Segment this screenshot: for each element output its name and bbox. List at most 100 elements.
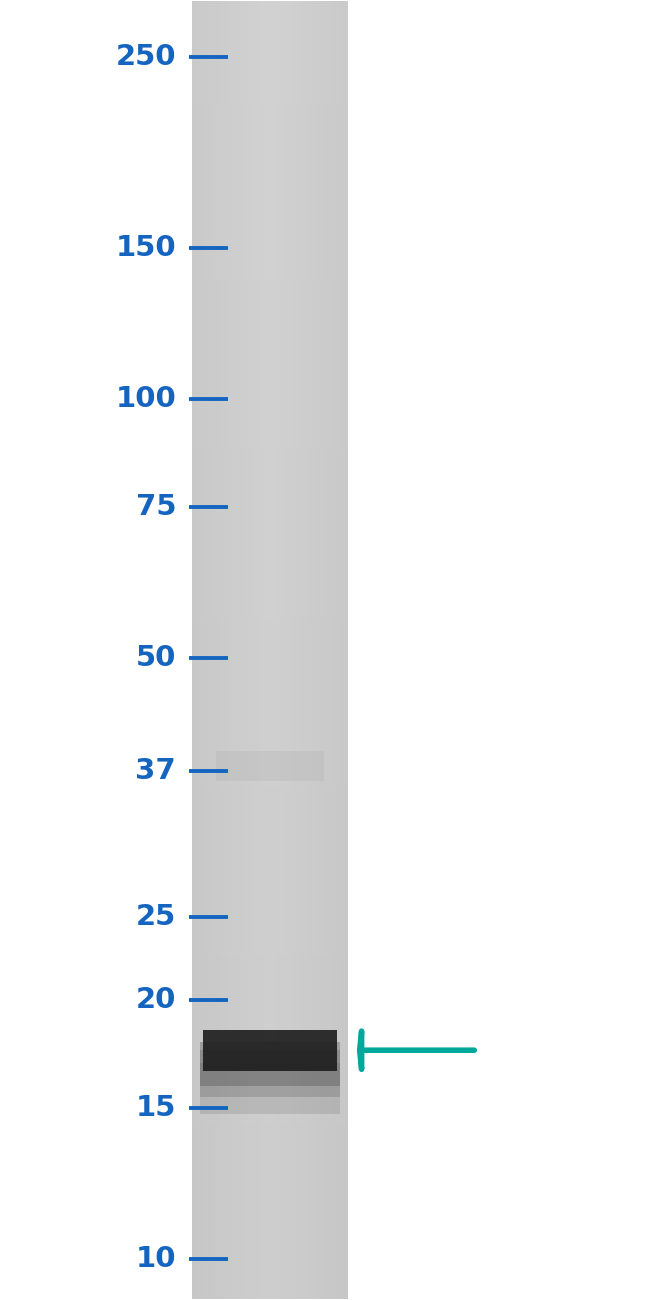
Bar — [192, 287, 348, 294]
Bar — [270, 1, 272, 1299]
Bar — [192, 793, 348, 800]
Bar — [192, 1071, 348, 1078]
Bar — [192, 708, 348, 715]
Bar — [334, 1, 336, 1299]
Bar — [192, 1273, 348, 1279]
Bar — [192, 1266, 348, 1273]
Bar — [192, 845, 348, 852]
Bar — [192, 157, 348, 164]
Bar — [192, 832, 348, 838]
Bar — [192, 533, 348, 540]
Bar — [192, 416, 348, 422]
Bar — [192, 1032, 348, 1039]
Bar — [192, 774, 348, 780]
Text: 15: 15 — [136, 1093, 176, 1122]
Bar — [192, 546, 348, 552]
Bar — [192, 190, 348, 196]
Bar — [192, 1, 194, 1299]
Bar — [192, 313, 348, 320]
Bar — [192, 650, 348, 656]
Bar — [192, 177, 348, 183]
Bar — [291, 1, 293, 1299]
Bar — [216, 751, 324, 781]
Bar — [192, 663, 348, 670]
Bar — [192, 326, 348, 333]
Bar — [192, 358, 348, 364]
Text: 50: 50 — [136, 644, 176, 672]
Bar — [192, 261, 348, 268]
Bar — [249, 1, 250, 1299]
Bar — [340, 1, 342, 1299]
Bar — [192, 40, 348, 47]
Bar — [192, 370, 348, 377]
Bar — [309, 1, 311, 1299]
Bar — [192, 1149, 348, 1156]
Bar — [192, 488, 348, 494]
Bar — [192, 209, 348, 216]
Bar — [192, 339, 348, 346]
Bar — [192, 1123, 348, 1130]
Bar — [192, 1286, 348, 1292]
Bar — [192, 1052, 348, 1058]
Bar — [192, 390, 348, 396]
Text: 10: 10 — [136, 1245, 176, 1273]
Bar — [192, 294, 348, 300]
Bar — [192, 585, 348, 592]
Bar — [200, 1063, 340, 1114]
Bar — [206, 1, 208, 1299]
Bar — [192, 1000, 348, 1006]
Bar — [280, 1, 281, 1299]
Bar — [192, 235, 348, 242]
Bar — [192, 79, 348, 86]
Bar — [250, 1, 252, 1299]
Bar — [192, 410, 348, 416]
Bar — [299, 1, 301, 1299]
Bar — [192, 429, 348, 436]
Bar — [192, 125, 348, 131]
Bar — [192, 34, 348, 40]
Bar — [192, 864, 348, 871]
Bar — [192, 248, 348, 255]
Bar — [192, 183, 348, 190]
Bar — [194, 1, 196, 1299]
Bar — [192, 442, 348, 448]
Bar — [243, 1, 245, 1299]
Bar — [192, 559, 348, 566]
Bar — [326, 1, 328, 1299]
Bar — [218, 1, 220, 1299]
Bar — [192, 229, 348, 235]
Bar — [192, 8, 348, 14]
Bar — [192, 819, 348, 826]
Bar — [192, 974, 348, 980]
Bar — [192, 734, 348, 741]
Bar — [192, 852, 348, 858]
Bar — [192, 897, 348, 903]
Bar — [192, 1130, 348, 1136]
Bar — [192, 151, 348, 157]
Bar — [192, 871, 348, 878]
Bar — [192, 1162, 348, 1169]
Bar — [192, 507, 348, 514]
Bar — [192, 747, 348, 754]
Bar — [237, 1, 239, 1299]
Bar — [313, 1, 315, 1299]
Bar — [192, 1110, 348, 1117]
Bar — [281, 1, 283, 1299]
Bar — [192, 514, 348, 520]
Bar — [212, 1, 214, 1299]
Bar — [192, 1019, 348, 1026]
Bar — [285, 1, 287, 1299]
Bar — [192, 1292, 348, 1299]
Bar — [192, 942, 348, 949]
Bar — [260, 1, 262, 1299]
Bar — [192, 838, 348, 845]
Bar — [192, 462, 348, 468]
Bar — [192, 1169, 348, 1175]
Bar — [192, 624, 348, 630]
Bar — [192, 722, 348, 728]
Bar — [192, 396, 348, 403]
Bar — [192, 144, 348, 151]
Bar — [192, 520, 348, 526]
Bar — [192, 1260, 348, 1266]
Bar — [192, 53, 348, 60]
